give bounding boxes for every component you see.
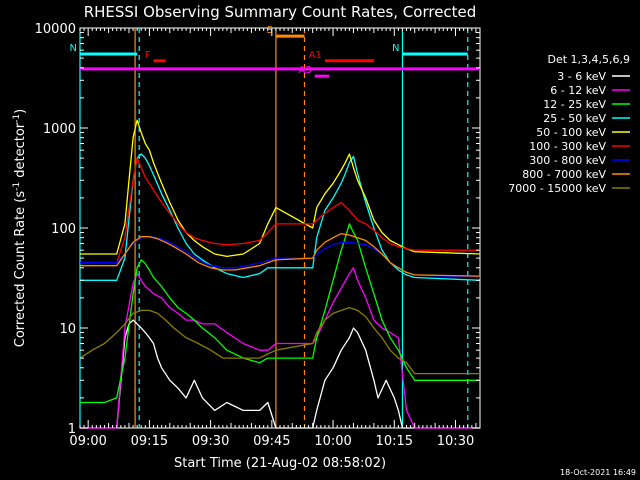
y-axis-label-sup1: -1: [12, 182, 22, 191]
series-line-7: [80, 232, 481, 277]
series-line-1: [80, 267, 480, 429]
x-tick-label: 09:45: [253, 434, 290, 449]
annotation-label: A1: [309, 50, 322, 61]
x-tick-label: 10:30: [437, 434, 474, 449]
data-series: [79, 119, 481, 429]
x-tick-label: 09:15: [131, 434, 168, 449]
y-tick-label: 100: [51, 222, 76, 237]
annotation-label: F: [145, 50, 151, 61]
y-axis-label-sup2: -1: [12, 114, 22, 123]
footer-timestamp: 18-Oct-2021 16:49: [560, 468, 636, 477]
annotation-label: A3: [298, 65, 311, 76]
x-tick-label: 10:15: [376, 434, 413, 449]
x-tick-label: 09:30: [192, 434, 229, 449]
series-line-5: [80, 157, 480, 264]
legend-label: 800 - 7000 keV: [522, 168, 606, 181]
x-axis-label: Start Time (21-Aug-02 08:58:02): [174, 456, 386, 471]
plot-area: N N F S A1 A3: [70, 25, 481, 429]
legend-label: 300 - 800 keV: [529, 154, 606, 167]
y-tick-label: 1000: [43, 122, 76, 137]
chart-title: RHESSI Observing Summary Count Rates, Co…: [84, 3, 477, 21]
legend-label: 50 - 100 keV: [536, 126, 606, 139]
annotation-label: S: [267, 25, 273, 36]
series-line-4: [80, 119, 481, 258]
annotation-label: N: [70, 43, 77, 54]
y-tick-label: 1: [68, 422, 76, 437]
series-line-2: [80, 223, 480, 404]
legend-label: 6 - 12 keV: [550, 84, 606, 97]
y-axis-label-mid: detector: [13, 122, 28, 182]
vertical-markers: [79, 28, 469, 428]
y-axis: 1 10 100 1000 10000: [35, 22, 480, 437]
y-tick-label: 10: [59, 322, 76, 337]
series-line-3: [80, 153, 481, 281]
legend-label: 7000 - 15000 keV: [508, 182, 606, 195]
legend-title: Det 1,3,4,5,6,9: [547, 53, 630, 66]
series-line-0: [80, 319, 480, 429]
legend-label: 25 - 50 keV: [543, 112, 606, 125]
legend-label: 12 - 25 keV: [543, 98, 606, 111]
x-axis-label-text: Start Time (21-Aug-02 08:58:02): [174, 456, 386, 471]
legend-label: 100 - 300 keV: [529, 140, 606, 153]
annotation-label: N: [392, 43, 399, 54]
x-tick-label: 09:00: [69, 434, 106, 449]
y-axis-label: Corrected Count Rate (s-1 detector-1): [12, 109, 28, 347]
y-axis-label-end: ): [13, 109, 28, 114]
y-axis-label-main: Corrected Count Rate (s: [13, 191, 28, 348]
annotation-bars: N N F S A1 A3: [70, 25, 480, 78]
series-line-8: [79, 306, 480, 375]
x-tick-label: 10:00: [314, 434, 351, 449]
x-axis: 09:00 09:15 09:30 09:45 10:00 10:15 10:30: [69, 28, 481, 449]
legend-label: 3 - 6 keV: [557, 70, 606, 83]
y-tick-label: 10000: [35, 22, 76, 37]
